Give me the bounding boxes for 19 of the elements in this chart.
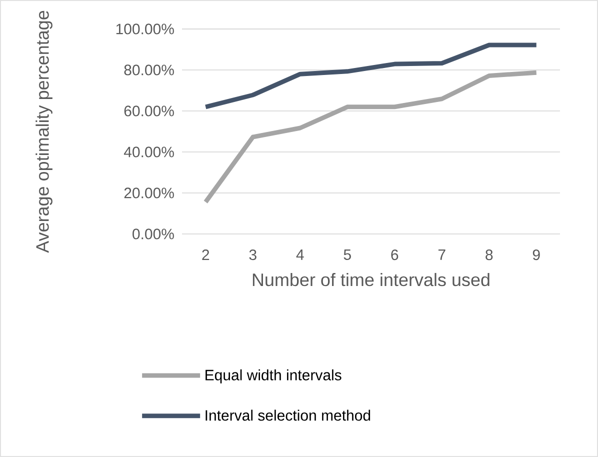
x-tick-label: 5	[344, 250, 351, 260]
y-tick-label: 20.00%	[124, 188, 174, 198]
x-tick-label: 9	[532, 250, 540, 260]
legend-label: Interval selection method	[206, 410, 370, 421]
x-tick-label: 4	[296, 250, 304, 260]
line-series	[203, 70, 539, 204]
x-tick-label: 8	[486, 250, 493, 260]
x-axis-title: Number of time intervals used	[252, 272, 490, 286]
y-axis-title: Average optimality percentage	[36, 10, 52, 253]
y-tick-label: 0.00%	[132, 228, 174, 240]
y-tick-label: 60.00%	[124, 106, 174, 116]
x-tick-label: 3	[249, 250, 256, 260]
y-tick-label: 40.00%	[124, 146, 174, 158]
y-tick-label: 100.00%	[116, 24, 174, 34]
y-tick-label: 80.00%	[124, 64, 174, 76]
legend-label: Equal width intervals	[206, 369, 342, 384]
x-tick-label: 2	[202, 250, 210, 260]
x-tick-label: 7	[438, 250, 446, 260]
x-tick-label: 6	[391, 250, 398, 260]
